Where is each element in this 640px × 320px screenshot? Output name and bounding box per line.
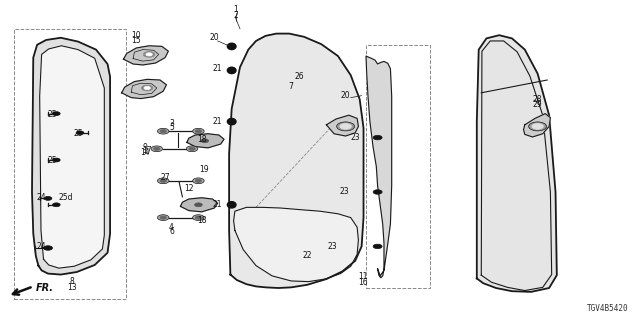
Circle shape [160, 179, 166, 182]
Ellipse shape [227, 67, 236, 74]
Text: 23: 23 [350, 133, 360, 142]
Text: 12: 12 [184, 184, 193, 193]
Ellipse shape [227, 202, 236, 208]
Text: 23: 23 [328, 242, 338, 251]
Ellipse shape [227, 118, 236, 125]
Circle shape [340, 124, 351, 129]
Circle shape [193, 128, 204, 134]
Circle shape [143, 52, 155, 57]
Circle shape [151, 146, 163, 152]
Text: 9: 9 [143, 143, 148, 152]
Circle shape [195, 216, 202, 219]
Polygon shape [524, 114, 550, 137]
Text: 18: 18 [197, 135, 206, 144]
Text: 29: 29 [532, 100, 543, 109]
Text: 4: 4 [169, 223, 174, 232]
Text: 8: 8 [69, 277, 74, 286]
Circle shape [529, 122, 547, 131]
Text: TGV4B5420: TGV4B5420 [587, 304, 628, 313]
Circle shape [193, 215, 204, 220]
Circle shape [373, 135, 382, 140]
Polygon shape [366, 56, 392, 278]
Text: 24: 24 [36, 242, 46, 251]
Text: 24: 24 [36, 193, 46, 202]
Polygon shape [187, 134, 224, 148]
Circle shape [144, 86, 150, 90]
Circle shape [141, 85, 153, 91]
Text: 21: 21 [213, 64, 222, 73]
Ellipse shape [227, 43, 236, 50]
Text: 14: 14 [140, 148, 150, 157]
Text: 7: 7 [289, 82, 294, 91]
Text: 13: 13 [67, 284, 77, 292]
Text: 25: 25 [47, 156, 58, 165]
Polygon shape [40, 46, 104, 268]
Text: 17: 17 [142, 146, 152, 155]
Circle shape [189, 147, 195, 150]
Polygon shape [234, 207, 358, 282]
Bar [14, 29, 126, 299]
Bar [366, 45, 430, 288]
Text: 28: 28 [533, 95, 542, 104]
Circle shape [44, 196, 52, 200]
Circle shape [52, 112, 60, 116]
Polygon shape [229, 34, 364, 288]
Text: 25: 25 [47, 110, 58, 119]
Circle shape [337, 122, 355, 131]
Circle shape [532, 124, 543, 129]
Circle shape [193, 178, 204, 184]
Text: 6: 6 [169, 228, 174, 236]
Text: 23: 23 [339, 188, 349, 196]
Text: 11: 11 [358, 272, 367, 281]
Circle shape [195, 130, 202, 133]
Text: 27: 27 [161, 173, 171, 182]
Polygon shape [122, 79, 166, 99]
Text: 26: 26 [294, 72, 305, 81]
Text: 1: 1 [233, 5, 238, 14]
Text: 21: 21 [213, 200, 222, 209]
Circle shape [160, 216, 166, 219]
Text: 18: 18 [197, 216, 206, 225]
Circle shape [157, 178, 169, 184]
Circle shape [195, 179, 202, 182]
Circle shape [195, 203, 202, 207]
Text: 21: 21 [213, 117, 222, 126]
Circle shape [373, 244, 382, 249]
Text: 22: 22 [303, 252, 312, 260]
Text: 10: 10 [131, 31, 141, 40]
Circle shape [373, 190, 382, 194]
Text: 15: 15 [131, 36, 141, 45]
Text: 3: 3 [169, 119, 174, 128]
Text: 25: 25 [74, 129, 84, 138]
Text: 20: 20 [340, 91, 351, 100]
Circle shape [52, 203, 60, 207]
Text: 19: 19 [198, 165, 209, 174]
Text: 16: 16 [358, 278, 368, 287]
Circle shape [157, 128, 169, 134]
Circle shape [186, 146, 198, 152]
Circle shape [160, 130, 166, 133]
Polygon shape [477, 35, 557, 292]
Polygon shape [32, 38, 110, 275]
Text: 2: 2 [233, 11, 238, 20]
Circle shape [201, 139, 209, 143]
Circle shape [157, 215, 169, 220]
Text: 5: 5 [169, 124, 174, 132]
Text: FR.: FR. [36, 283, 54, 293]
Circle shape [146, 53, 152, 56]
Text: 20: 20 [209, 33, 220, 42]
Circle shape [44, 246, 52, 250]
Circle shape [154, 147, 160, 150]
Circle shape [76, 131, 84, 135]
Polygon shape [180, 198, 218, 212]
Polygon shape [124, 46, 168, 65]
Circle shape [52, 158, 60, 162]
Polygon shape [326, 115, 358, 136]
Text: 25d: 25d [58, 193, 72, 202]
